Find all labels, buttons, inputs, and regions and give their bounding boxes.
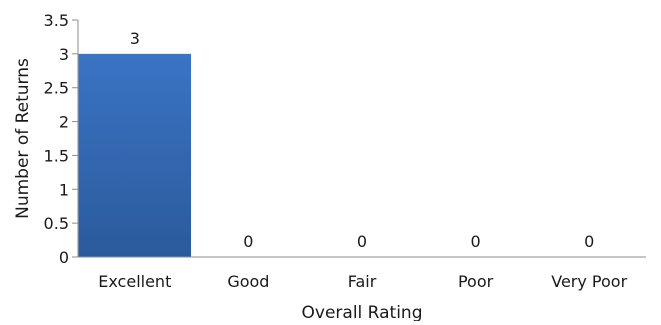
x-tick-label: Very Poor bbox=[551, 272, 627, 291]
y-tick-label: 3.5 bbox=[44, 11, 69, 30]
x-axis-ticks: Excellent Good Fair Poor Very Poor bbox=[98, 272, 627, 291]
y-tick-label: 2 bbox=[59, 113, 69, 132]
bar-excellent bbox=[78, 53, 192, 257]
x-tick-label: Fair bbox=[348, 272, 377, 291]
data-labels: 3 0 0 0 0 bbox=[130, 29, 595, 251]
x-axis-title: Overall Rating bbox=[302, 303, 423, 321]
data-label: 3 bbox=[130, 29, 140, 48]
y-tick-label: 0.5 bbox=[44, 214, 69, 233]
x-tick-label: Poor bbox=[458, 272, 494, 291]
y-axis-title: Number of Returns bbox=[13, 58, 33, 219]
y-tick-label: 0 bbox=[59, 248, 69, 267]
data-label: 0 bbox=[584, 232, 594, 251]
data-label: 0 bbox=[471, 232, 481, 251]
y-tick-label: 3 bbox=[59, 45, 69, 64]
y-tick-label: 1.5 bbox=[44, 146, 69, 165]
x-tick-label: Excellent bbox=[98, 272, 171, 291]
data-label: 0 bbox=[243, 232, 253, 251]
bars bbox=[78, 53, 192, 257]
y-tick-label: 2.5 bbox=[44, 79, 69, 98]
y-tick-label: 1 bbox=[59, 180, 69, 199]
data-label: 0 bbox=[357, 232, 367, 251]
y-axis-ticks: 0 0.5 1 1.5 2 2.5 3 3.5 bbox=[44, 11, 78, 267]
x-tick-label: Good bbox=[227, 272, 269, 291]
